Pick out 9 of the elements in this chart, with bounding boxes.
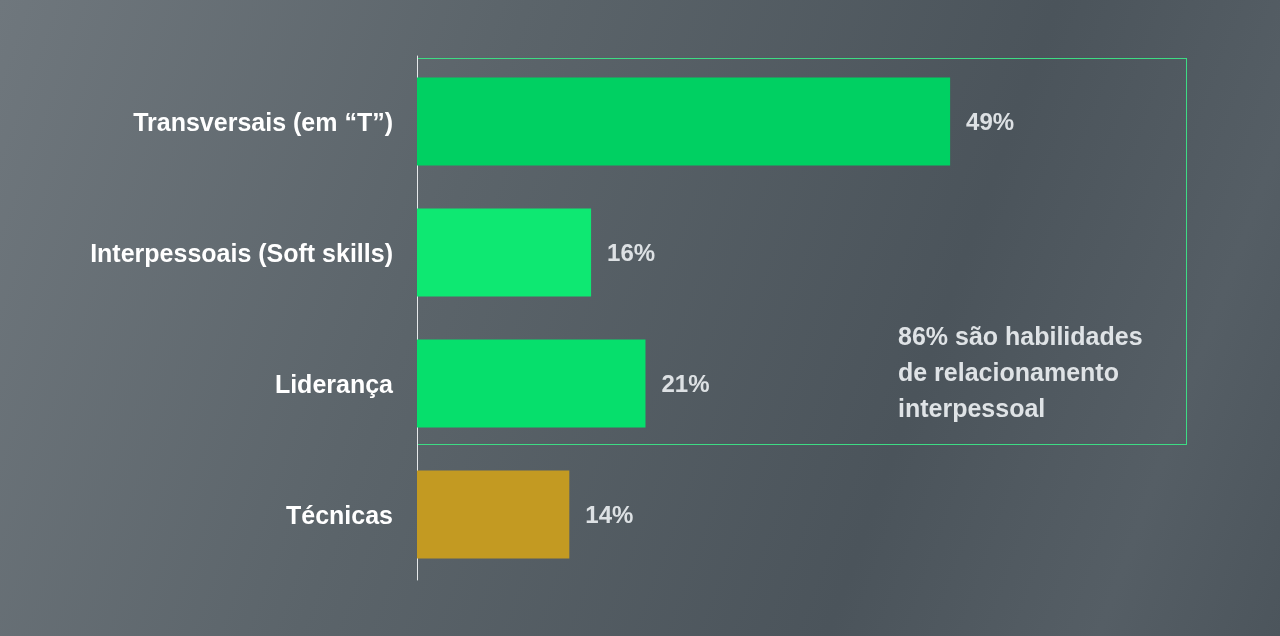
data-label: 21% bbox=[661, 370, 710, 397]
y-tick-label: Interpessoais (Soft skills) bbox=[90, 238, 393, 267]
data-label: 49% bbox=[966, 108, 1015, 135]
annotation: 86% são habilidades de relacionamento interpessoal bbox=[898, 322, 1150, 422]
data-label: 14% bbox=[585, 501, 634, 528]
y-tick-label: Liderança bbox=[274, 369, 395, 398]
y-tick-label: Transversais (em “T”) bbox=[133, 107, 393, 136]
data-label: 16% bbox=[607, 239, 656, 266]
y-tick-label: Técnicas bbox=[285, 500, 393, 529]
